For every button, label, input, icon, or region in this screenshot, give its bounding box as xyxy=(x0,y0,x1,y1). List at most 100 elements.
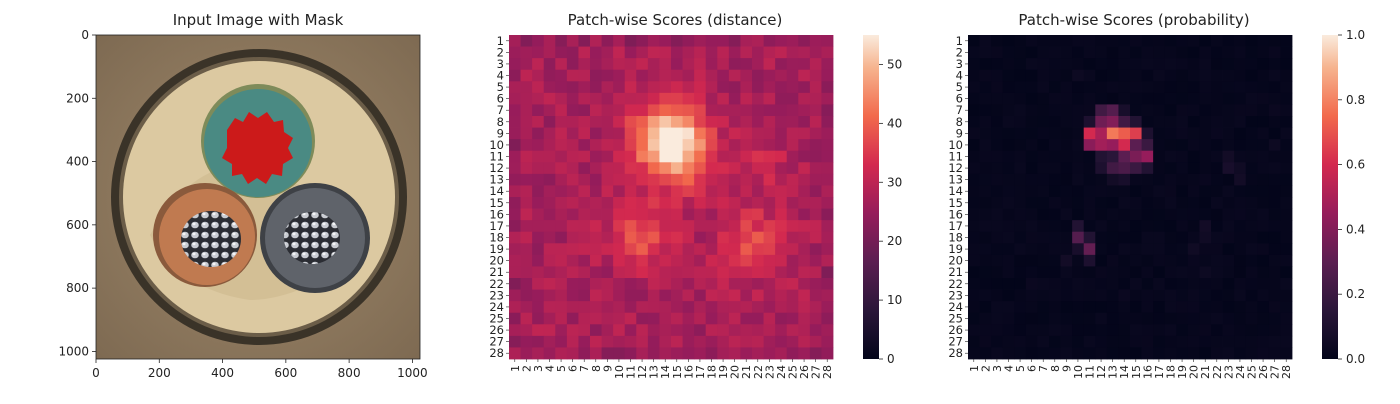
heatmap-cell xyxy=(717,81,730,94)
heatmap-cell xyxy=(636,185,649,198)
heatmap-cell xyxy=(1072,35,1085,47)
heatmap-cell xyxy=(991,150,1004,163)
heatmap-cell xyxy=(775,139,788,152)
heatmap-cell xyxy=(1245,162,1258,175)
y-tick-label: 1 xyxy=(956,34,963,48)
heatmap-cell xyxy=(991,301,1004,314)
x-tick-label: 400 xyxy=(211,366,234,380)
heatmap-cell xyxy=(1211,231,1223,244)
heatmap-cell xyxy=(601,139,614,152)
heatmap-cell xyxy=(509,243,521,256)
heatmap-cell xyxy=(809,150,822,163)
heatmap-cell xyxy=(1130,92,1142,105)
heatmap-cell xyxy=(647,46,660,59)
heatmap-cell xyxy=(578,301,591,314)
heatmap-cell xyxy=(1118,301,1131,314)
heatmap-cell xyxy=(682,347,695,360)
heatmap-cell xyxy=(717,92,730,105)
heatmap-cell xyxy=(624,289,637,302)
heatmap-cell xyxy=(1049,92,1061,105)
heatmap-cell xyxy=(705,347,718,360)
y-tick-label: 16 xyxy=(948,207,963,221)
heatmap-cell xyxy=(968,46,980,59)
y-tick-label: 12 xyxy=(489,161,504,175)
heatmap-cell xyxy=(566,81,579,94)
heatmap-cell xyxy=(1268,46,1281,59)
heatmap-cell xyxy=(821,243,834,256)
heatmap-cell xyxy=(671,312,683,325)
heatmap-cell xyxy=(1014,301,1027,314)
heatmap-cell xyxy=(601,127,614,140)
heatmap-cell xyxy=(1002,347,1015,360)
heatmap-cell xyxy=(968,289,980,302)
heatmap-cell xyxy=(509,150,521,163)
heatmap-cell xyxy=(1083,104,1096,117)
heatmap-cell xyxy=(717,312,730,325)
heatmap-cell xyxy=(1211,81,1223,94)
heatmap-cell xyxy=(520,312,533,325)
heatmap-cell xyxy=(1083,278,1096,290)
heatmap-cell xyxy=(1060,46,1073,59)
heatmap-cell xyxy=(728,208,741,221)
heatmap-cell xyxy=(968,127,980,140)
heatmap-cell xyxy=(509,312,521,325)
heatmap-cell xyxy=(1257,127,1270,140)
heatmap-cell xyxy=(1268,162,1281,175)
heatmap-cell xyxy=(671,58,683,71)
heatmap-cell xyxy=(671,104,683,117)
heatmap-cell xyxy=(991,162,1004,175)
x-tick-label: 26 xyxy=(798,365,811,379)
heatmap-cell xyxy=(1002,58,1015,71)
colorbar-tick-label: 50 xyxy=(887,57,902,71)
heatmap-cell xyxy=(1234,127,1247,140)
heatmap-cell xyxy=(590,104,602,117)
heatmap-cell xyxy=(1014,139,1027,152)
heatmap-cell xyxy=(798,208,811,221)
heatmap-cell xyxy=(1049,266,1061,279)
heatmap-cell xyxy=(659,173,672,186)
heatmap-cell xyxy=(1014,35,1027,47)
heatmap-cell xyxy=(821,46,834,59)
heatmap-cell xyxy=(624,197,637,209)
heatmap-cell xyxy=(991,208,1004,221)
heatmap-cell xyxy=(555,58,568,71)
x-tick-label: 10 xyxy=(613,365,626,379)
heatmap-cell xyxy=(1268,116,1281,128)
heatmap-cell xyxy=(717,104,730,117)
heatmap-cell xyxy=(1176,243,1189,256)
heatmap-cell xyxy=(1141,127,1154,140)
heatmap-cell xyxy=(509,324,521,337)
heatmap-cell xyxy=(1211,185,1223,198)
heatmap-cell xyxy=(1153,173,1166,186)
heatmap-cell xyxy=(1106,150,1119,163)
heatmap-cell xyxy=(543,81,556,94)
heatmap-cell xyxy=(1083,324,1096,337)
heatmap-cell xyxy=(705,162,718,175)
heatmap-cell xyxy=(763,58,776,71)
heatmap-cell xyxy=(798,116,811,128)
x-tick-label: 3 xyxy=(991,365,1004,372)
heatmap-cell xyxy=(1141,347,1154,360)
heatmap-cell xyxy=(1130,208,1142,221)
heatmap-cell xyxy=(1130,220,1142,233)
y-tick-label: 20 xyxy=(489,254,504,268)
heatmap-cell xyxy=(543,35,556,47)
heatmap-cell xyxy=(763,208,776,221)
heatmap-cell xyxy=(1060,58,1073,71)
heatmap-cell xyxy=(1130,324,1142,337)
colorbar-tick-label: 0.2 xyxy=(1346,287,1365,301)
heatmap-cell xyxy=(1141,278,1154,290)
heatmap-cell xyxy=(1072,312,1085,325)
heatmap-cell xyxy=(1222,150,1235,163)
heatmap-cell xyxy=(566,289,579,302)
x-tick-label: 600 xyxy=(274,366,297,380)
heatmap-cell xyxy=(991,289,1004,302)
heatmap-cell xyxy=(1234,81,1247,94)
heatmap-cell xyxy=(682,46,695,59)
heatmap-cell xyxy=(659,81,672,94)
heatmap-cell xyxy=(821,35,834,47)
heatmap-cell xyxy=(694,324,707,337)
heatmap-cell xyxy=(543,254,556,267)
heatmap-cell xyxy=(543,266,556,279)
heatmap-cell xyxy=(786,139,799,152)
